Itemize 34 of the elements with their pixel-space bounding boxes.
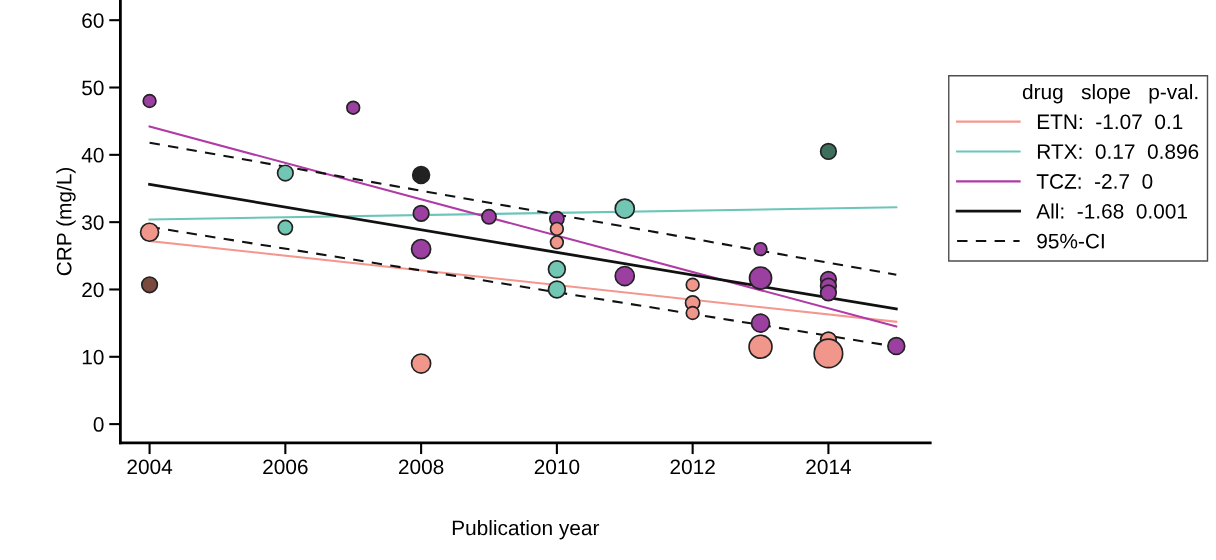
y-tick-label: 50	[82, 80, 104, 96]
y-axis-title: CRP (mg/L)	[56, 167, 76, 276]
point	[750, 313, 771, 333]
point	[819, 142, 838, 161]
y-tick-label: 0	[93, 417, 104, 432]
x-tick-label: 2004	[127, 459, 173, 475]
y-tick-label: 40	[81, 147, 104, 163]
y-tick-label: 60	[82, 13, 104, 28]
legend-label: 95%-CI	[1037, 233, 1104, 249]
legend-label: TCZ: -2.7 0	[1036, 174, 1153, 189]
legend-label: ETN: -1.07 0.1	[1037, 114, 1183, 130]
x-axis-title: Publication year	[452, 520, 600, 540]
y-tick-label: 20	[82, 282, 104, 298]
point	[411, 165, 431, 185]
legend-label: RTX: 0.17 0.896	[1037, 144, 1199, 159]
point	[547, 260, 567, 279]
point	[614, 198, 636, 220]
point	[887, 336, 906, 356]
point	[547, 280, 567, 299]
point	[549, 235, 565, 250]
x-tick-label: 2006	[263, 459, 308, 475]
y-tick-label: 10	[82, 349, 104, 365]
legend-label: All: -1.68 0.001	[1036, 203, 1187, 219]
x-tick-label: 2010	[534, 459, 580, 475]
x-tick-label: 2014	[806, 459, 851, 475]
point	[412, 204, 430, 223]
x-tick-label: 2008	[398, 459, 444, 475]
point	[140, 276, 159, 294]
y-tick-label: 30	[82, 215, 104, 230]
x-tick-label: 2012	[670, 459, 715, 475]
legend-title: drug slope p-val.	[1022, 84, 1198, 104]
point	[276, 164, 294, 182]
point	[819, 284, 838, 302]
point	[549, 221, 565, 237]
